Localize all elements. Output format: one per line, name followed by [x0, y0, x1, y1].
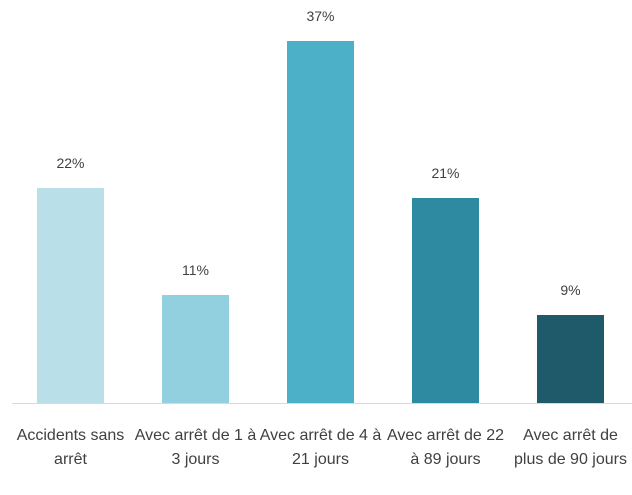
value-label: 11%	[182, 262, 209, 279]
bar	[412, 197, 479, 403]
x-axis-line	[12, 403, 632, 404]
x-tick-label: Avec arrêt de 4 à 21 jours	[259, 427, 382, 468]
x-tick-label: Avec arrêt de plus de 90 jours	[514, 427, 627, 468]
bar	[162, 295, 229, 403]
x-tick-label: Avec arrêt de 1 à 3 jours	[134, 427, 257, 468]
x-tick-label: Accidents sans arrêt	[16, 427, 125, 468]
bar	[287, 41, 354, 403]
value-label: 37%	[306, 8, 335, 24]
x-tick-label: Avec arrêt de 22 à 89 jours	[386, 427, 505, 468]
value-label: 9%	[560, 281, 581, 298]
bar	[537, 314, 604, 403]
value-label: 21%	[431, 164, 460, 181]
value-label: 22%	[56, 154, 85, 171]
bar	[37, 187, 104, 403]
